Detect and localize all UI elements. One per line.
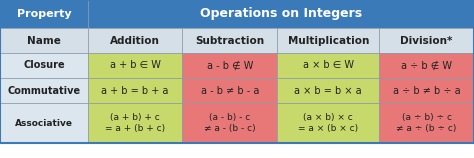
Bar [277, 28, 379, 53]
Text: Subtraction: Subtraction [195, 36, 264, 46]
Bar [0, 78, 88, 103]
Text: Associative: Associative [15, 118, 73, 128]
Text: a ÷ b ≠ b ÷ a: a ÷ b ≠ b ÷ a [393, 85, 460, 95]
Text: Commutative: Commutative [7, 85, 81, 95]
Text: a - b ∉ W: a - b ∉ W [207, 61, 253, 70]
Bar [379, 103, 474, 143]
Bar [0, 28, 88, 53]
Text: a × b ∈ W: a × b ∈ W [303, 61, 354, 70]
Bar [182, 28, 277, 53]
Bar [379, 78, 474, 103]
Text: a ÷ b ∉ W: a ÷ b ∉ W [401, 61, 452, 70]
Text: Addition: Addition [110, 36, 160, 46]
Bar [182, 53, 277, 78]
Text: a + b = b + a: a + b = b + a [101, 85, 169, 95]
Text: (a ÷ b) ÷ c
≠ a ÷ (b ÷ c): (a ÷ b) ÷ c ≠ a ÷ (b ÷ c) [396, 113, 457, 133]
Bar [0, 53, 88, 78]
Text: (a + b) + c
= a + (b + c): (a + b) + c = a + (b + c) [105, 113, 165, 133]
Text: Property: Property [17, 9, 71, 19]
Text: a × b = b × a: a × b = b × a [294, 85, 362, 95]
Text: a - b ≠ b - a: a - b ≠ b - a [201, 85, 259, 95]
Bar [88, 103, 182, 143]
Text: (a - b) - c
≠ a - (b - c): (a - b) - c ≠ a - (b - c) [204, 113, 255, 133]
Bar [88, 78, 182, 103]
Bar [379, 53, 474, 78]
Text: Multiplication: Multiplication [288, 36, 369, 46]
Bar [277, 53, 379, 78]
Bar [277, 78, 379, 103]
Text: Operations on Integers: Operations on Integers [200, 7, 362, 21]
Bar [277, 103, 379, 143]
Text: (a × b) × c
= a × (b × c): (a × b) × c = a × (b × c) [298, 113, 358, 133]
Text: Division*: Division* [401, 36, 453, 46]
Bar [88, 53, 182, 78]
Text: a + b ∈ W: a + b ∈ W [109, 61, 161, 70]
Bar [182, 78, 277, 103]
Bar [182, 103, 277, 143]
Text: Name: Name [27, 36, 61, 46]
Bar [88, 0, 474, 28]
Bar [88, 28, 182, 53]
Bar [0, 0, 88, 28]
Bar [379, 28, 474, 53]
Bar [0, 103, 88, 143]
Text: Closure: Closure [23, 61, 64, 70]
